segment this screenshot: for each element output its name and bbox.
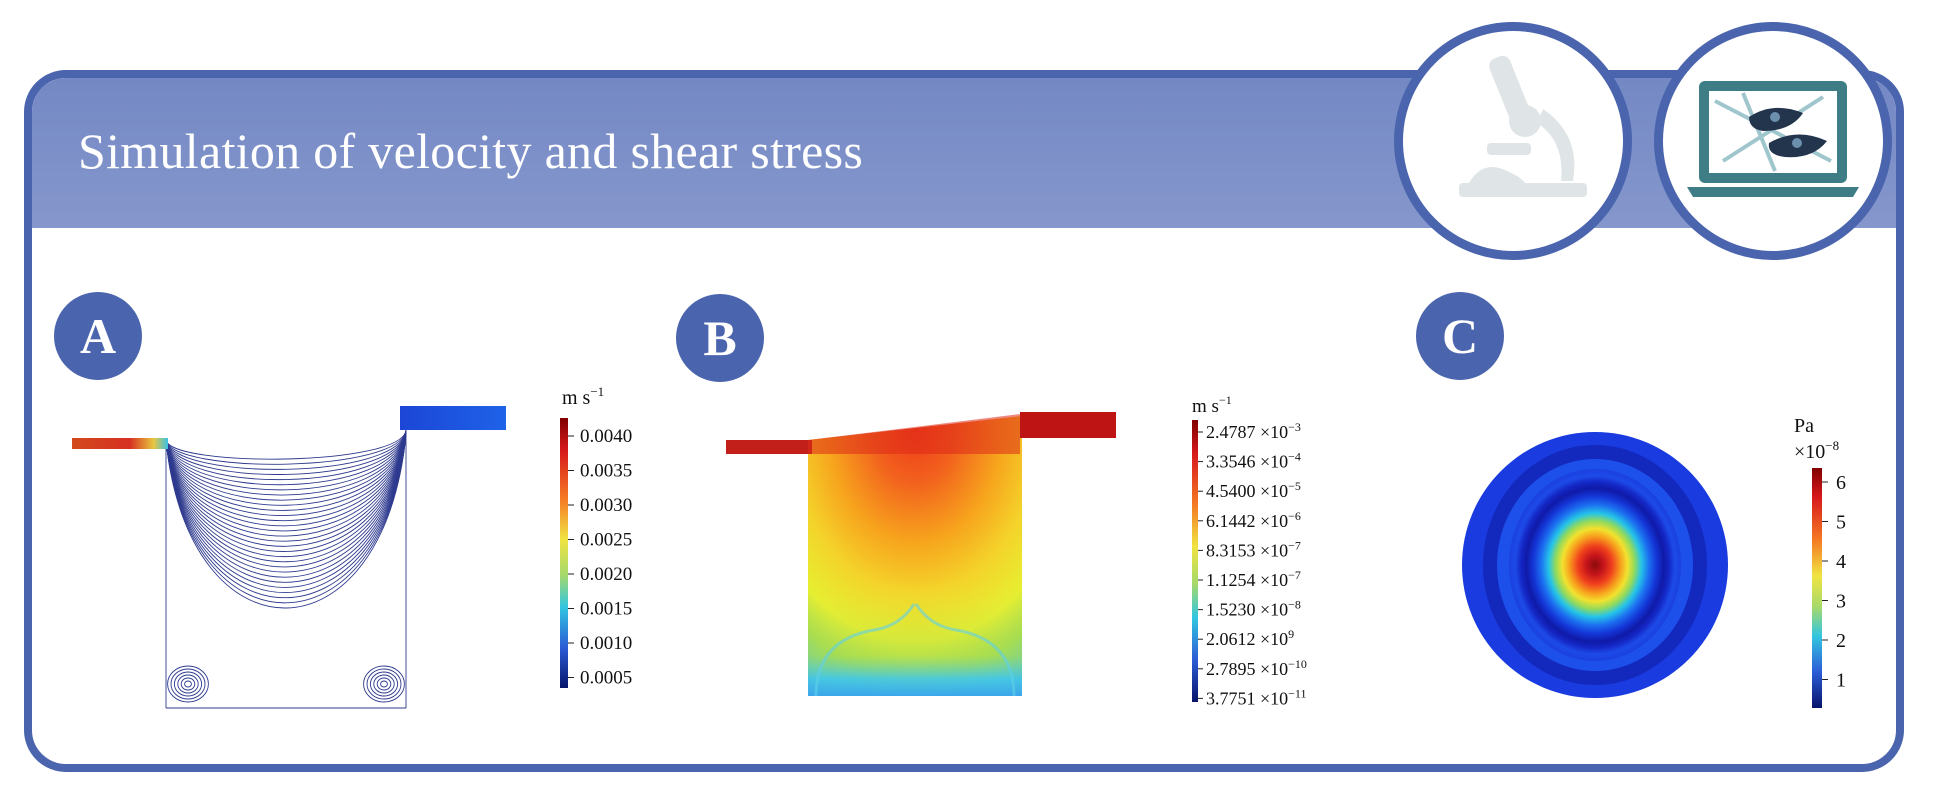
streamline xyxy=(165,433,407,593)
panel-a-colorbar: m s−1 0.00400.00350.00300.00250.00200.00… xyxy=(560,384,632,689)
colorbar-tick-label: 3 xyxy=(1836,591,1846,613)
vortex-ring xyxy=(369,671,399,697)
streamline xyxy=(165,433,407,588)
panel-b-velocity-field xyxy=(726,412,1116,697)
streamline xyxy=(165,430,407,491)
streamline xyxy=(165,433,407,583)
streamline xyxy=(165,432,407,573)
streamline-set xyxy=(165,422,407,709)
panel-c-ticks: 6 5 4 3 2 1 xyxy=(1822,472,1846,692)
colorbar-tick-label: 2.0612 ×109 xyxy=(1206,627,1294,649)
panel-c-colorbar-unit: Pa xyxy=(1794,415,1814,437)
panel-a-badge: A xyxy=(54,292,142,380)
streamline xyxy=(165,432,407,547)
vortex-ring xyxy=(373,674,395,694)
panel-c-colorbar-gradient xyxy=(1812,468,1822,708)
vortex-ring xyxy=(170,668,206,700)
panel-b-colorbar-gradient xyxy=(1192,420,1198,702)
streamline xyxy=(165,431,407,506)
panel-b-colorbar-unit: m s−1 xyxy=(1192,393,1232,417)
panel-c-colorbar-scale: ×10−8 xyxy=(1794,438,1839,463)
streamline xyxy=(165,430,407,496)
colorbar-tick-label: 0.0005 xyxy=(580,668,632,689)
colorbar-tick-label: 1 xyxy=(1836,670,1846,692)
colorbar-tick-label: 8.3153 ×10−7 xyxy=(1206,538,1301,560)
streamline xyxy=(165,433,407,578)
vortex-ring xyxy=(376,677,392,691)
outlet-channel xyxy=(1020,412,1116,438)
colorbar-tick-label: 1.5230 ×10−8 xyxy=(1206,598,1301,620)
panel-a-colorbar-gradient xyxy=(560,418,568,688)
streamline xyxy=(165,432,407,558)
vortex-ring xyxy=(180,677,196,691)
streamline xyxy=(165,432,407,552)
colorbar-tick-label: 0.0020 xyxy=(580,564,632,585)
colorbar-tick-label: 2 xyxy=(1836,630,1846,652)
page-title: Simulation of velocity and shear stress xyxy=(78,123,864,179)
panel-b-ticks: 2.4787 ×10−3 3.3546 ×10−4 4.5400 ×10−5 6.14… xyxy=(1198,420,1307,708)
colorbar-tick-label: 5 xyxy=(1836,512,1846,534)
laptop-cells-icon xyxy=(1654,22,1892,260)
streamline xyxy=(165,431,407,532)
microscope-icon xyxy=(1394,22,1632,260)
streamline xyxy=(165,430,407,481)
panel-c-shear-disk xyxy=(1462,432,1728,698)
vortex-ring xyxy=(167,665,209,703)
disk-core xyxy=(1509,469,1681,661)
vortex-ring xyxy=(363,665,405,703)
panel-b-badge: B xyxy=(676,294,764,382)
colorbar-tick-label: 4.5400 ×10−5 xyxy=(1206,479,1301,501)
streamline xyxy=(165,431,407,527)
streamline xyxy=(165,430,407,475)
colorbar-tick-label: 0.0025 xyxy=(580,530,632,551)
colorbar-tick-label: 0.0040 xyxy=(580,426,632,447)
colorbar-tick-label: 6.1442 ×10−6 xyxy=(1206,509,1301,531)
vortex-ring xyxy=(366,668,402,700)
panel-a-streamlines xyxy=(72,406,506,709)
vortex-ring xyxy=(177,674,199,694)
streamline xyxy=(165,432,407,568)
streamline xyxy=(165,431,407,522)
colorbar-tick-label: 1.1254 ×10−7 xyxy=(1206,568,1301,590)
colorbar-tick-label: 2.4787 ×10−3 xyxy=(1206,420,1301,442)
streamline xyxy=(165,433,407,599)
colorbar-tick-label: 3.3546 ×10−4 xyxy=(1206,450,1301,472)
colorbar-tick-label: 6 xyxy=(1836,472,1846,494)
streamline xyxy=(165,433,407,609)
colorbar-tick-label: 0.0010 xyxy=(580,633,632,654)
streamline xyxy=(165,429,407,460)
inlet-channel xyxy=(726,440,812,454)
streamline xyxy=(165,433,407,604)
colorbar-tick-label: 0.0015 xyxy=(580,599,632,620)
vortex-ring xyxy=(380,680,388,688)
streamline xyxy=(165,430,407,470)
panel-a-colorbar-unit: m s−1 xyxy=(562,384,604,409)
colorbar-tick-label: 2.7895 ×10−10 xyxy=(1206,657,1307,679)
streamline xyxy=(165,431,407,516)
panel-a-ticks: 0.0040 0.0035 0.0030 0.0025 0.0020 0.0015 0.00… xyxy=(568,426,632,689)
colorbar-tick-label: 3.7751 ×10−11 xyxy=(1206,686,1306,708)
panel-b-colorbar: m s−1 2.4787 ×10−3 3.3546 ×10−4 4.5400 ×10… xyxy=(1192,393,1307,708)
vortex-ring xyxy=(184,680,192,688)
streamline xyxy=(165,432,407,542)
inlet-jet xyxy=(72,438,168,449)
streamline xyxy=(165,431,407,501)
vortex-ring xyxy=(173,671,203,697)
colorbar-tick-label: 4 xyxy=(1836,551,1846,573)
streamline xyxy=(165,432,407,537)
streamline xyxy=(165,430,407,465)
panel-c-badge: C xyxy=(1416,292,1504,380)
streamline xyxy=(165,431,407,511)
streamline xyxy=(165,432,407,563)
colorbar-tick-label: 0.0035 xyxy=(580,461,632,482)
outlet-jet xyxy=(400,406,506,430)
panel-c-colorbar: Pa ×10−8 6 5 4 3 2 1 xyxy=(1794,415,1846,708)
colorbar-tick-label: 0.0030 xyxy=(580,495,632,516)
